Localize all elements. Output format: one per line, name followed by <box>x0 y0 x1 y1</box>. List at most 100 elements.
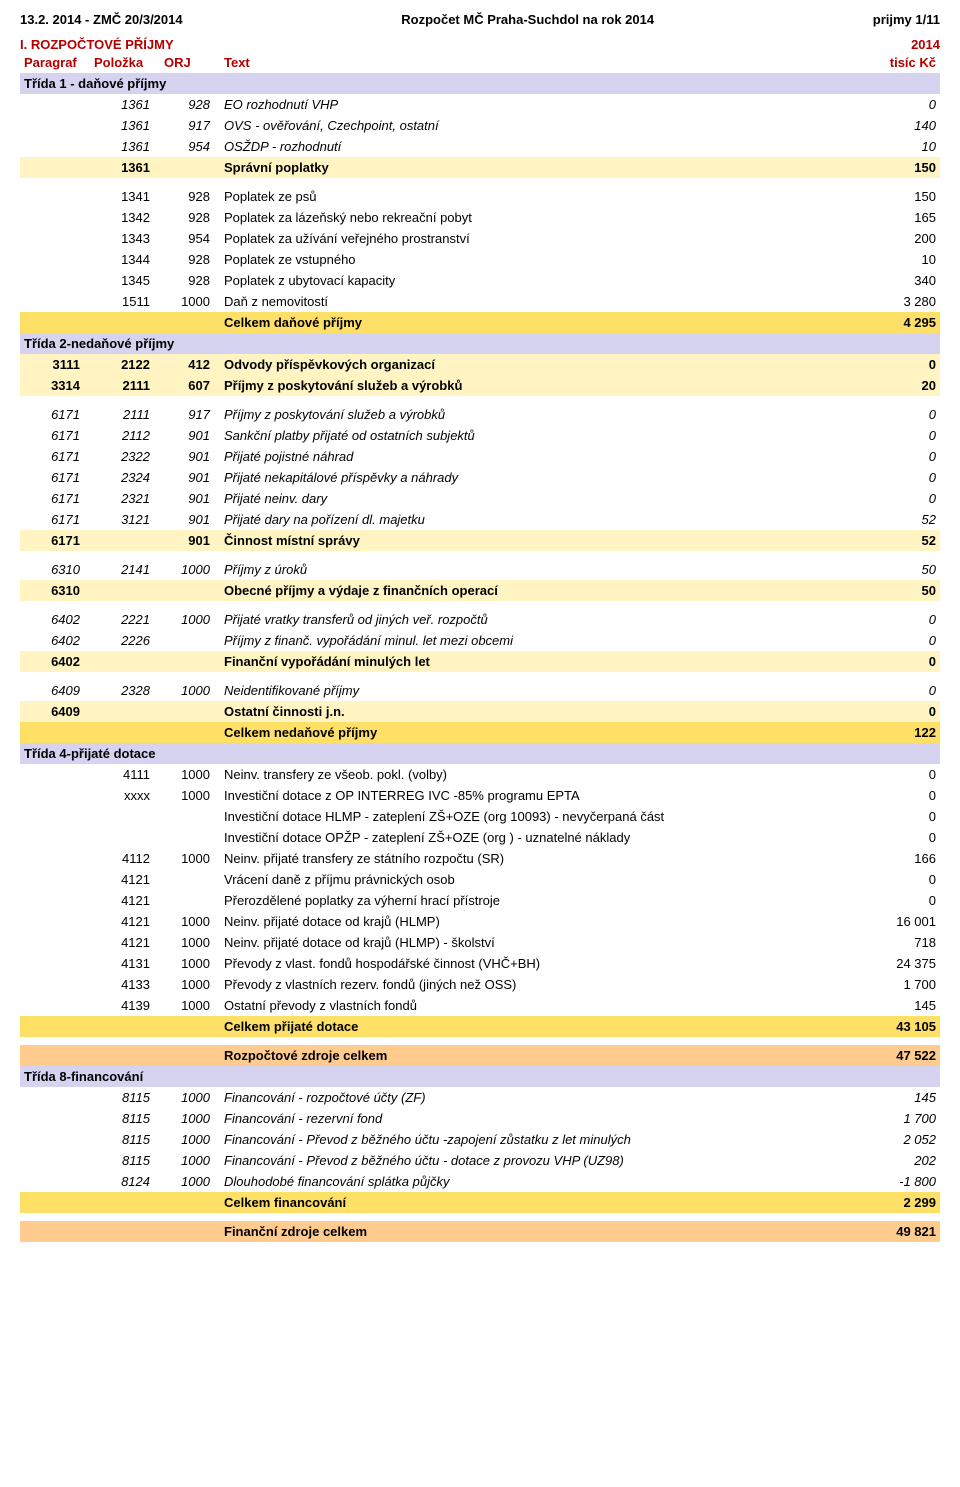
cell-pol: 2321 <box>90 488 160 509</box>
cell-pol: 1341 <box>90 186 160 207</box>
cell-pol: 4139 <box>90 995 160 1016</box>
table-row: 81151000Financování - rezervní fond1 700 <box>20 1108 940 1129</box>
cell-text: Celkem financování <box>220 1192 860 1213</box>
table-row: 1361917OVS - ověřování, Czechpoint, osta… <box>20 115 940 136</box>
cell-text: OVS - ověřování, Czechpoint, ostatní <box>220 115 860 136</box>
cell-val: 0 <box>860 651 940 672</box>
table-row: 4121Vrácení daně z příjmu právnických os… <box>20 869 940 890</box>
table-row: 1343954Poplatek za užívání veřejného pro… <box>20 228 940 249</box>
col-unit: tisíc Kč <box>860 52 940 73</box>
page-header: 13.2. 2014 - ZMČ 20/3/2014 Rozpočet MČ P… <box>20 12 940 27</box>
table-row: 31112122412Odvody příspěvkových organiza… <box>20 354 940 375</box>
table-row: 41211000Neinv. přijaté dotace od krajů (… <box>20 911 940 932</box>
table-row: Investiční dotace OPŽP - zateplení ZŠ+OZ… <box>20 827 940 848</box>
cell-pol <box>90 1016 160 1037</box>
cell-text: Převody z vlastních rezerv. fondů (jinýc… <box>220 974 860 995</box>
cell-pol: 1343 <box>90 228 160 249</box>
cell-text: Investiční dotace z OP INTERREG IVC -85%… <box>220 785 860 806</box>
cell-pol <box>90 580 160 601</box>
cell-val: 1 700 <box>860 1108 940 1129</box>
cell-text: Finanční zdroje celkem <box>220 1221 860 1242</box>
cell-pol: 8124 <box>90 1171 160 1192</box>
cell-orj: 928 <box>160 249 220 270</box>
cell-para <box>20 136 90 157</box>
cell-orj: 917 <box>160 404 220 425</box>
cell-orj <box>160 580 220 601</box>
cell-text: Příjmy z poskytování služeb a výrobků <box>220 404 860 425</box>
cell-para: 6171 <box>20 425 90 446</box>
table-row: Rozpočtové zdroje celkem47 522 <box>20 1045 940 1066</box>
cell-text: Financování - rozpočtové účty (ZF) <box>220 1087 860 1108</box>
cell-para <box>20 186 90 207</box>
cell-text: Neinv. přijaté transfery ze státního roz… <box>220 848 860 869</box>
cell-orj: 1000 <box>160 848 220 869</box>
cell-para <box>20 764 90 785</box>
cell-para <box>20 1045 90 1066</box>
cell-orj: 928 <box>160 207 220 228</box>
cell-val: 0 <box>860 827 940 848</box>
cell-val: 0 <box>860 425 940 446</box>
table-row <box>20 1037 940 1045</box>
cell-pol: 1361 <box>90 115 160 136</box>
cell-para <box>20 932 90 953</box>
cell-val: 0 <box>860 806 940 827</box>
section-title: I. ROZPOČTOVÉ PŘÍJMY <box>20 37 174 52</box>
table-row: 41111000Neinv. transfery ze všeob. pokl.… <box>20 764 940 785</box>
cell-text: Poplatek ze vstupného <box>220 249 860 270</box>
table-row: 6402Finanční vypořádání minulých let0 <box>20 651 940 672</box>
header-center: Rozpočet MČ Praha-Suchdol na rok 2014 <box>401 12 654 27</box>
cell-val: 2 299 <box>860 1192 940 1213</box>
cell-para <box>20 1150 90 1171</box>
cell-orj: 928 <box>160 270 220 291</box>
cell-val: 0 <box>860 446 940 467</box>
table-row: 1361Správní poplatky150 <box>20 157 940 178</box>
cell-para: 6171 <box>20 488 90 509</box>
table-row: 41331000Převody z vlastních rezerv. fond… <box>20 974 940 995</box>
cell-text: Investiční dotace OPŽP - zateplení ZŠ+OZ… <box>220 827 860 848</box>
section-year: 2014 <box>911 37 940 52</box>
table-row: 41211000Neinv. přijaté dotace od krajů (… <box>20 932 940 953</box>
cell-para <box>20 1016 90 1037</box>
cell-para <box>20 157 90 178</box>
cell-pol <box>90 651 160 672</box>
cell-val: 16 001 <box>860 911 940 932</box>
cell-pol <box>90 1221 160 1242</box>
table-row: 15111000Daň z nemovitostí3 280 <box>20 291 940 312</box>
cell-orj <box>160 890 220 911</box>
cell-para <box>20 785 90 806</box>
cell-val: 0 <box>860 354 940 375</box>
cell-orj <box>160 827 220 848</box>
cell-para <box>20 1129 90 1150</box>
cell-orj: 1000 <box>160 932 220 953</box>
cell-text: Přijaté dary na pořízení dl. majetku <box>220 509 860 530</box>
table-row: 61712322901Přijaté pojistné náhrad0 <box>20 446 940 467</box>
cell-val: 718 <box>860 932 940 953</box>
table-row: 4121Přerozdělené poplatky za výherní hra… <box>20 890 940 911</box>
cell-val: 145 <box>860 995 940 1016</box>
cell-text: OSŽDP - rozhodnutí <box>220 136 860 157</box>
cell-pol: 2111 <box>90 404 160 425</box>
table-row: Třída 4-přijaté dotace <box>20 743 940 764</box>
table-row <box>20 178 940 186</box>
cell-val: 2 052 <box>860 1129 940 1150</box>
table-row: Třída 8-financování <box>20 1066 940 1087</box>
table-row: 61713121901Přijaté dary na pořízení dl. … <box>20 509 940 530</box>
cell-text: Příjmy z úroků <box>220 559 860 580</box>
cell-val: 0 <box>860 609 940 630</box>
cell-pol: xxxx <box>90 785 160 806</box>
cell-para: 6171 <box>20 446 90 467</box>
cell-orj: 1000 <box>160 995 220 1016</box>
cell-val: 165 <box>860 207 940 228</box>
cell-text: Ostatní činnosti j.n. <box>220 701 860 722</box>
cell-pol: 4112 <box>90 848 160 869</box>
cell-text: Správní poplatky <box>220 157 860 178</box>
cell-para: 6409 <box>20 701 90 722</box>
cell-orj <box>160 1221 220 1242</box>
cell-val: 340 <box>860 270 940 291</box>
cell-pol: 8115 <box>90 1129 160 1150</box>
cell-orj: 901 <box>160 530 220 551</box>
column-header-row: Paragraf Položka ORJ Text tisíc Kč <box>20 52 940 73</box>
cell-val: 0 <box>860 488 940 509</box>
cell-orj: 1000 <box>160 1129 220 1150</box>
table-row: Finanční zdroje celkem49 821 <box>20 1221 940 1242</box>
